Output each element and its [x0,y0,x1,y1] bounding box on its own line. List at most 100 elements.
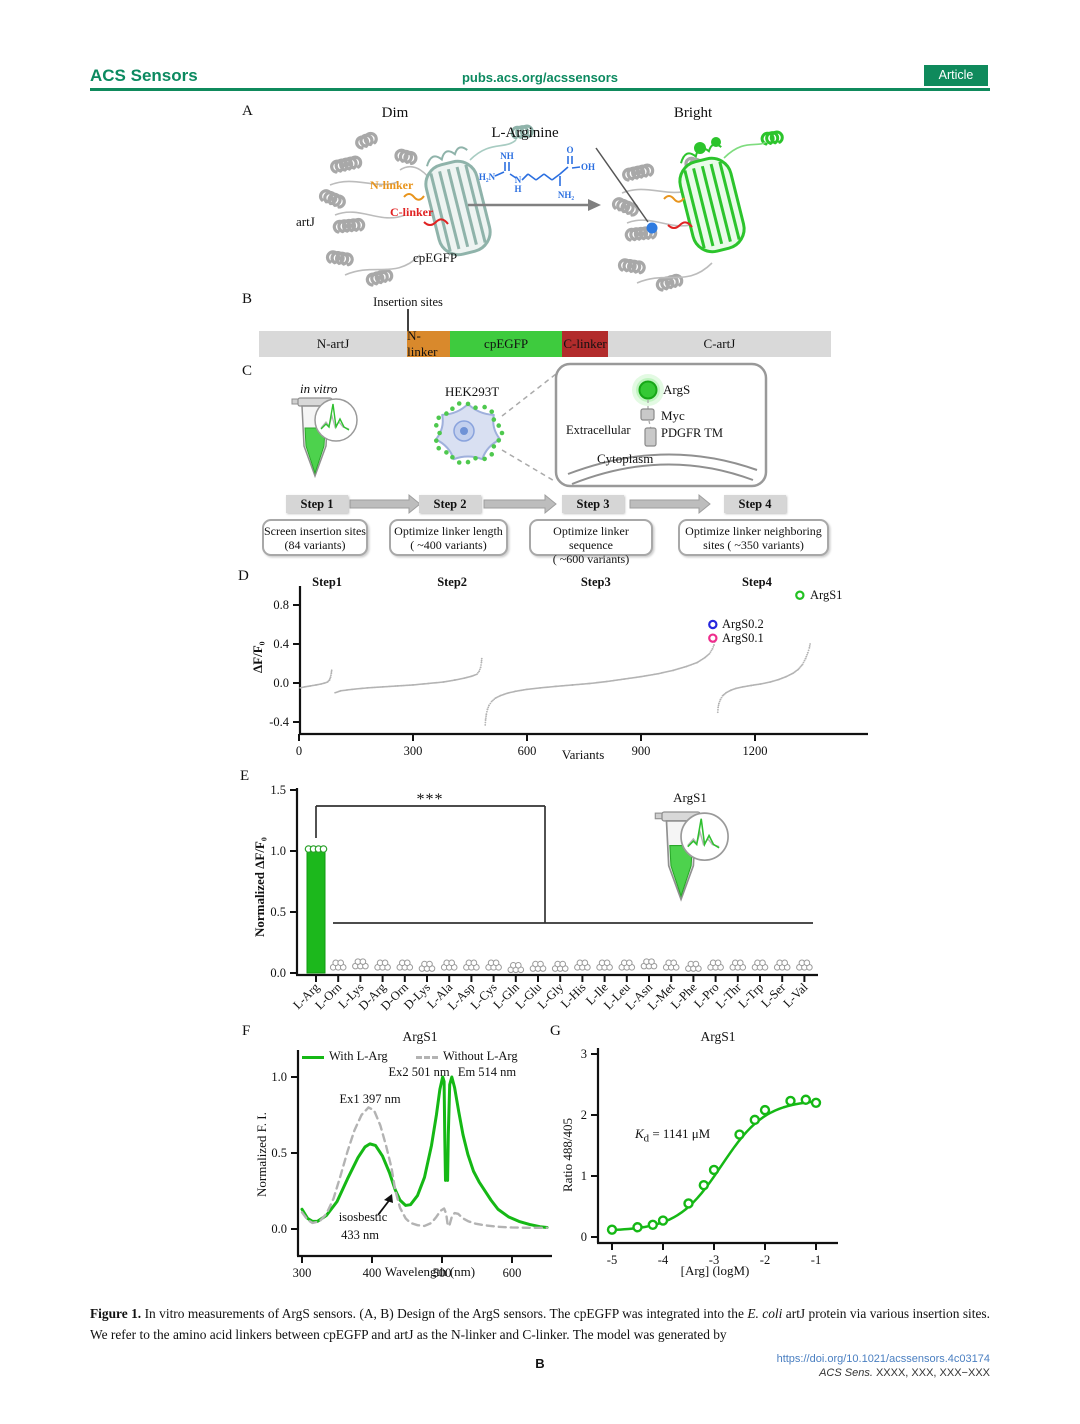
svg-text:Step2: Step2 [437,575,467,589]
svg-text:-4: -4 [658,1253,669,1267]
caption-part: In vitro measurements of ArgS sensors. (… [141,1306,748,1321]
svg-text:0.4: 0.4 [273,637,289,651]
panel-label-c: C [242,363,253,379]
annotation-ex2: Ex2 501 nm [388,1065,450,1079]
svg-text:H: H [514,184,521,194]
footer-doi-link[interactable]: https://doi.org/10.1021/acssensors.4c031… [776,1353,990,1365]
without-larg-line-swatch [416,1055,438,1059]
step-description-line: Optimize linker sequence [553,524,629,552]
svg-text:-5: -5 [607,1253,617,1267]
svg-text:Step3: Step3 [581,575,611,589]
svg-text:3: 3 [581,1047,587,1061]
panel-label-b: B [242,291,253,307]
svg-text:-3: -3 [709,1253,719,1267]
step-description-box: Optimize linker sequence( ~600 variants) [529,519,653,566]
svg-text:0: 0 [581,1230,587,1244]
n-linker-label: N-linker [370,178,414,192]
footer-page-label: B [535,1356,545,1371]
panel-label-g: G [550,1023,561,1039]
caption-part: Figure 1. [90,1306,142,1321]
panel-label-a: A [242,103,253,119]
svg-text:400: 400 [363,1266,382,1280]
step-description-line: Optimize linker neighboring [685,524,822,538]
artj-label: artJ [296,214,315,229]
step-description-box: Optimize linker length( ~400 variants) [389,519,508,556]
svg-text:1.0: 1.0 [271,1070,287,1084]
svg-text:600: 600 [503,1266,522,1280]
caption-part: artJ protein via various insertion sites… [90,1306,990,1343]
footer-citation: ACS Sens. XXXX, XXX, XXX−XXX [690,1367,990,1379]
e-y-axis-label: Normalized ΔF/F₀ [252,837,267,938]
svg-text:L-Ser: L-Ser [758,980,789,1011]
svg-text:1200: 1200 [743,744,768,758]
kd-subscript: d [643,1132,650,1145]
l-arginine-label: L-Arginine [491,125,559,141]
svg-text:300: 300 [404,744,423,758]
in-vitro-label: in vitro [300,381,338,396]
svg-text:0.5: 0.5 [270,905,286,919]
kd-value: = 1141 μM [649,1126,711,1141]
footer-citation-journal: ACS Sens. [819,1367,873,1379]
step-header: Step 2 [419,495,481,513]
d-y-axis-label: ΔF/F₀ [250,641,265,673]
kd-symbol: K [635,1126,644,1141]
with-larg-line-swatch [302,1055,324,1059]
cytoplasm-label: Cytoplasm [597,451,654,466]
hek293t-label: HEK293T [445,384,500,399]
step-header: Step 3 [562,495,624,513]
svg-text:500: 500 [433,1266,452,1280]
svg-text:0: 0 [296,744,302,758]
construct-segment: C-linker [562,331,608,357]
args1-marker-label: ArgS1 [810,588,843,602]
step-description-box: Screen insertion sites (84 variants) [262,519,368,556]
journal-url-link[interactable]: pubs.acs.org/acssensors [461,70,619,85]
f-legend-with: With L-Arg [302,1049,388,1064]
step-description-line: (84 variants) [284,538,346,552]
annotation-ex1: Ex1 397 nm [339,1092,401,1106]
state-bright-label: Bright [673,105,713,121]
svg-text:Step1: Step1 [312,575,342,589]
f-x-axis-label: Wavelength (nm) [384,1264,476,1279]
svg-text:L-Val: L-Val [780,980,810,1010]
svg-text:L-His: L-His [558,980,589,1011]
step-description-line: Optimize linker length [394,524,503,538]
step-header: Step 4 [724,495,786,513]
svg-text:900: 900 [632,744,651,758]
header-rule [90,88,990,91]
cpegfp-label: cpEGFP [413,250,458,265]
panel-label-f: F [242,1023,251,1039]
svg-text:0.0: 0.0 [273,676,289,690]
step-description-line: ( ~400 variants) [410,538,487,552]
kd-annotation: Kd = 1141 μM [635,1126,710,1145]
panel-label-e: E [240,768,250,784]
annotation-433nm: 433 nm [341,1228,379,1242]
pdgfr-tm-label: PDGFR TM [661,426,723,440]
svg-text:2: 2 [581,1108,587,1122]
construct-segment: N-linker [407,328,451,359]
g-title: ArgS1 [700,1029,736,1044]
article-badge: Article [924,65,988,86]
svg-text:1.0: 1.0 [270,844,286,858]
svg-text:-2: -2 [760,1253,770,1267]
step-description-line: ( ~600 variants) [552,552,630,566]
svg-text:NH: NH [500,151,514,161]
step-header: Step 1 [286,495,348,513]
e-inset-label: ArgS1 [673,790,707,805]
footer-doi: https://doi.org/10.1021/acssensors.4c031… [690,1353,990,1365]
g-x-axis-label: [Arg] (logM) [680,1263,750,1278]
state-dim-label: Dim [381,105,409,121]
svg-text:-1: -1 [811,1253,821,1267]
svg-text:H₂N: H₂N [479,172,496,182]
d-x-axis-label: Variants [561,747,605,762]
svg-text:L-Trp: L-Trp [735,980,766,1011]
construct-segment: cpEGFP [450,331,563,357]
svg-text:300: 300 [293,1266,312,1280]
f-legend-without-label: Without L-Arg [443,1049,518,1063]
svg-text:0.0: 0.0 [271,1222,287,1236]
svg-text:0.8: 0.8 [273,598,289,612]
svg-text:NH₂: NH₂ [558,190,575,200]
figure-caption: Figure 1. In vitro measurements of ArgS … [90,1303,990,1345]
f-title: ArgS1 [402,1029,438,1044]
